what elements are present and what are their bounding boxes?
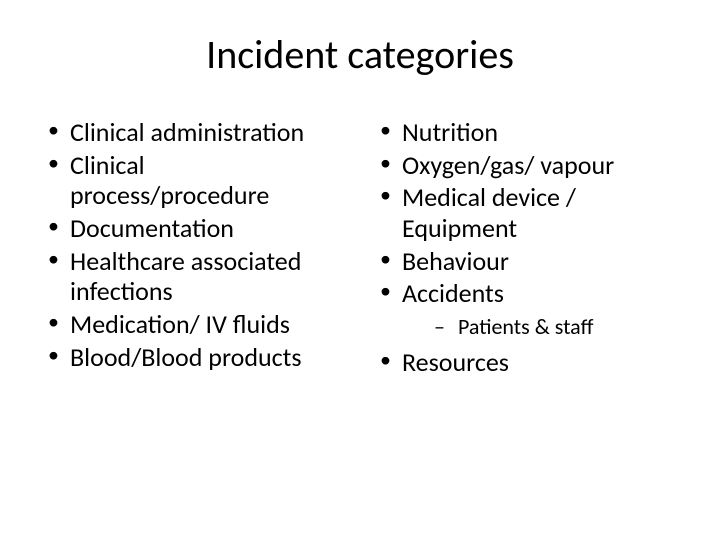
list-item: Documentation — [40, 213, 348, 244]
list-item: Behaviour — [372, 246, 680, 277]
list-item-label: Accidents — [402, 277, 504, 309]
list-item: Medication/ IV fluids — [40, 309, 348, 340]
sub-list: Patients & staff — [402, 313, 680, 341]
list-item: Clinical process/procedure — [40, 150, 348, 211]
right-list: Nutrition Oxygen/gas/ vapour Medical dev… — [372, 117, 680, 377]
list-item: Resources — [372, 347, 680, 378]
list-item: Healthcare associated infections — [40, 246, 348, 307]
page-title: Incident categories — [40, 30, 680, 79]
list-item: Medical device / Equipment — [372, 182, 680, 243]
slide: Incident categories Clinical administrat… — [0, 0, 720, 540]
left-list: Clinical administration Clinical process… — [40, 117, 348, 372]
list-item: Oxygen/gas/ vapour — [372, 150, 680, 181]
list-item: Clinical administration — [40, 117, 348, 148]
list-item: Accidents Patients & staff — [372, 278, 680, 340]
right-column: Nutrition Oxygen/gas/ vapour Medical dev… — [372, 117, 680, 379]
list-item: Blood/Blood products — [40, 342, 348, 373]
sub-list-item: Patients & staff — [402, 313, 680, 341]
left-column: Clinical administration Clinical process… — [40, 117, 348, 379]
content-columns: Clinical administration Clinical process… — [40, 117, 680, 379]
list-item: Nutrition — [372, 117, 680, 148]
